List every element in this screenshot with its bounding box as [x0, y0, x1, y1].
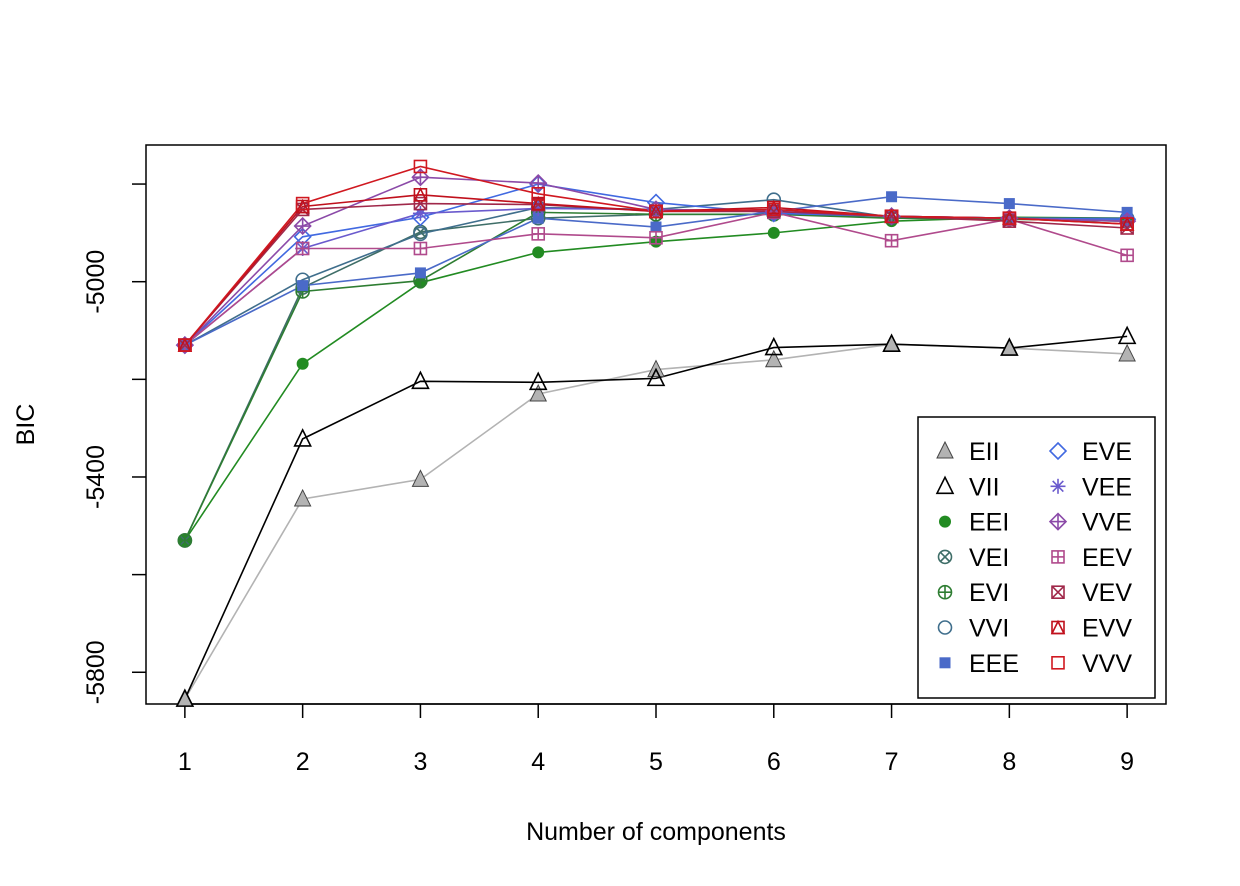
legend-marker-vev [1051, 585, 1065, 600]
legend-label-vve: VVE [1082, 509, 1132, 537]
point-evv-3 [413, 187, 428, 202]
x-tick-label-5: 5 [649, 748, 663, 776]
x-tick-label-9: 9 [1120, 748, 1134, 776]
point-vvi-3 [413, 226, 428, 242]
point-eee-4 [532, 212, 544, 224]
x-tick-label-4: 4 [531, 748, 545, 776]
legend-label-vev: VEV [1082, 579, 1132, 607]
point-eev-4 [531, 227, 546, 241]
legend-marker-evi [937, 584, 953, 600]
x-tick-label-3: 3 [413, 748, 427, 776]
legend-marker-vvv [1051, 655, 1065, 670]
x-tick-label-6: 6 [767, 748, 781, 776]
point-vii-1 [175, 688, 195, 707]
point-vii-4 [528, 371, 548, 391]
legend-label-evi: EVI [969, 579, 1009, 607]
legend-marker-eev [1051, 550, 1065, 564]
legend-marker-vei [937, 549, 953, 565]
point-vvv-9 [1120, 217, 1134, 231]
point-eei-2 [296, 357, 309, 370]
point-vvv-1 [178, 338, 192, 352]
legend: EII VII EEI VEI EVI VVI EEE EVE VEE VVE EEV VEV EVV V… [917, 416, 1156, 699]
series-layer [175, 159, 1137, 707]
point-vii-3 [411, 370, 430, 390]
point-vii-7 [882, 333, 901, 352]
point-vvv-6 [766, 202, 781, 217]
point-eee-3 [414, 267, 426, 279]
point-eii-1 [176, 688, 194, 707]
point-eev-9 [1120, 248, 1134, 263]
x-tick-label-1: 1 [178, 748, 192, 776]
point-eee-7 [886, 191, 898, 203]
y-tick-label--5800: -5800 [82, 640, 110, 704]
point-eii-9 [1118, 343, 1136, 362]
point-vvv-8 [1002, 211, 1017, 226]
legend-label-vee: VEE [1082, 473, 1132, 501]
legend-label-vei: VEI [969, 544, 1009, 572]
point-eee-5 [650, 221, 662, 233]
legend-label-vvv: VVV [1082, 650, 1132, 678]
x-tick-label-8: 8 [1002, 748, 1016, 776]
point-vii-2 [293, 428, 312, 447]
series-line-vii [184, 335, 1128, 700]
legend-marker-evv [1050, 619, 1066, 635]
point-vve-2 [293, 216, 312, 236]
legend-label-eee: EEE [969, 650, 1019, 678]
x-axis-title: Number of components [526, 818, 786, 846]
legend-label-eve: EVE [1082, 438, 1132, 466]
point-eev-5 [649, 230, 663, 245]
x-tick-label-2: 2 [296, 748, 310, 776]
point-vvv-2 [295, 196, 310, 211]
point-eii-2 [293, 488, 312, 507]
point-eev-3 [413, 241, 428, 256]
legend-label-eii: EII [969, 438, 1000, 466]
point-eii-4 [529, 383, 548, 402]
point-eev-7 [884, 233, 899, 248]
series-line-vvv [184, 165, 1128, 346]
x-tick-label-7: 7 [885, 748, 899, 776]
point-vii-9 [1117, 325, 1137, 345]
point-eei-4 [532, 246, 545, 259]
point-vvv-5 [649, 204, 663, 219]
point-eev-2 [295, 241, 310, 256]
point-vev-3 [413, 196, 428, 211]
point-vvv-7 [884, 209, 899, 224]
legend-marker-vee [1050, 478, 1066, 494]
point-evv-4 [530, 195, 546, 211]
legend-marker-eii [936, 440, 954, 459]
legend-marker-eee [939, 657, 951, 669]
point-eii-6 [764, 349, 783, 368]
point-eii-3 [411, 469, 430, 487]
point-eee-2 [297, 280, 309, 292]
point-eei-6 [767, 226, 780, 239]
legend-marker-eei [939, 515, 951, 528]
legend-label-vvi: VVI [969, 615, 1009, 643]
legend-marker-vii [935, 475, 955, 495]
y-axis-title: BIC [12, 404, 40, 446]
legend-marker-vve [1048, 512, 1068, 531]
legend-label-eei: EEI [969, 509, 1009, 537]
point-vvv-4 [531, 187, 546, 201]
legend-label-evv: EVV [1082, 615, 1132, 643]
legend-label-eev: EEV [1082, 544, 1132, 572]
point-evi-1 [177, 533, 193, 548]
point-vii-6 [764, 336, 784, 356]
point-vii-8 [1000, 337, 1019, 356]
legend-marker-vvi [937, 620, 953, 635]
point-vii-5 [646, 367, 666, 387]
legend-marker-eve [1048, 441, 1068, 461]
point-eee-8 [1003, 198, 1015, 210]
legend-label-vii: VII [969, 473, 1000, 501]
point-eii-7 [882, 334, 901, 352]
legend-box [917, 416, 1156, 699]
point-vvv-3 [413, 159, 428, 174]
point-eve-3 [411, 208, 430, 227]
y-tick-label--5000: -5000 [82, 250, 110, 314]
y-tick-label--5400: -5400 [82, 445, 110, 509]
